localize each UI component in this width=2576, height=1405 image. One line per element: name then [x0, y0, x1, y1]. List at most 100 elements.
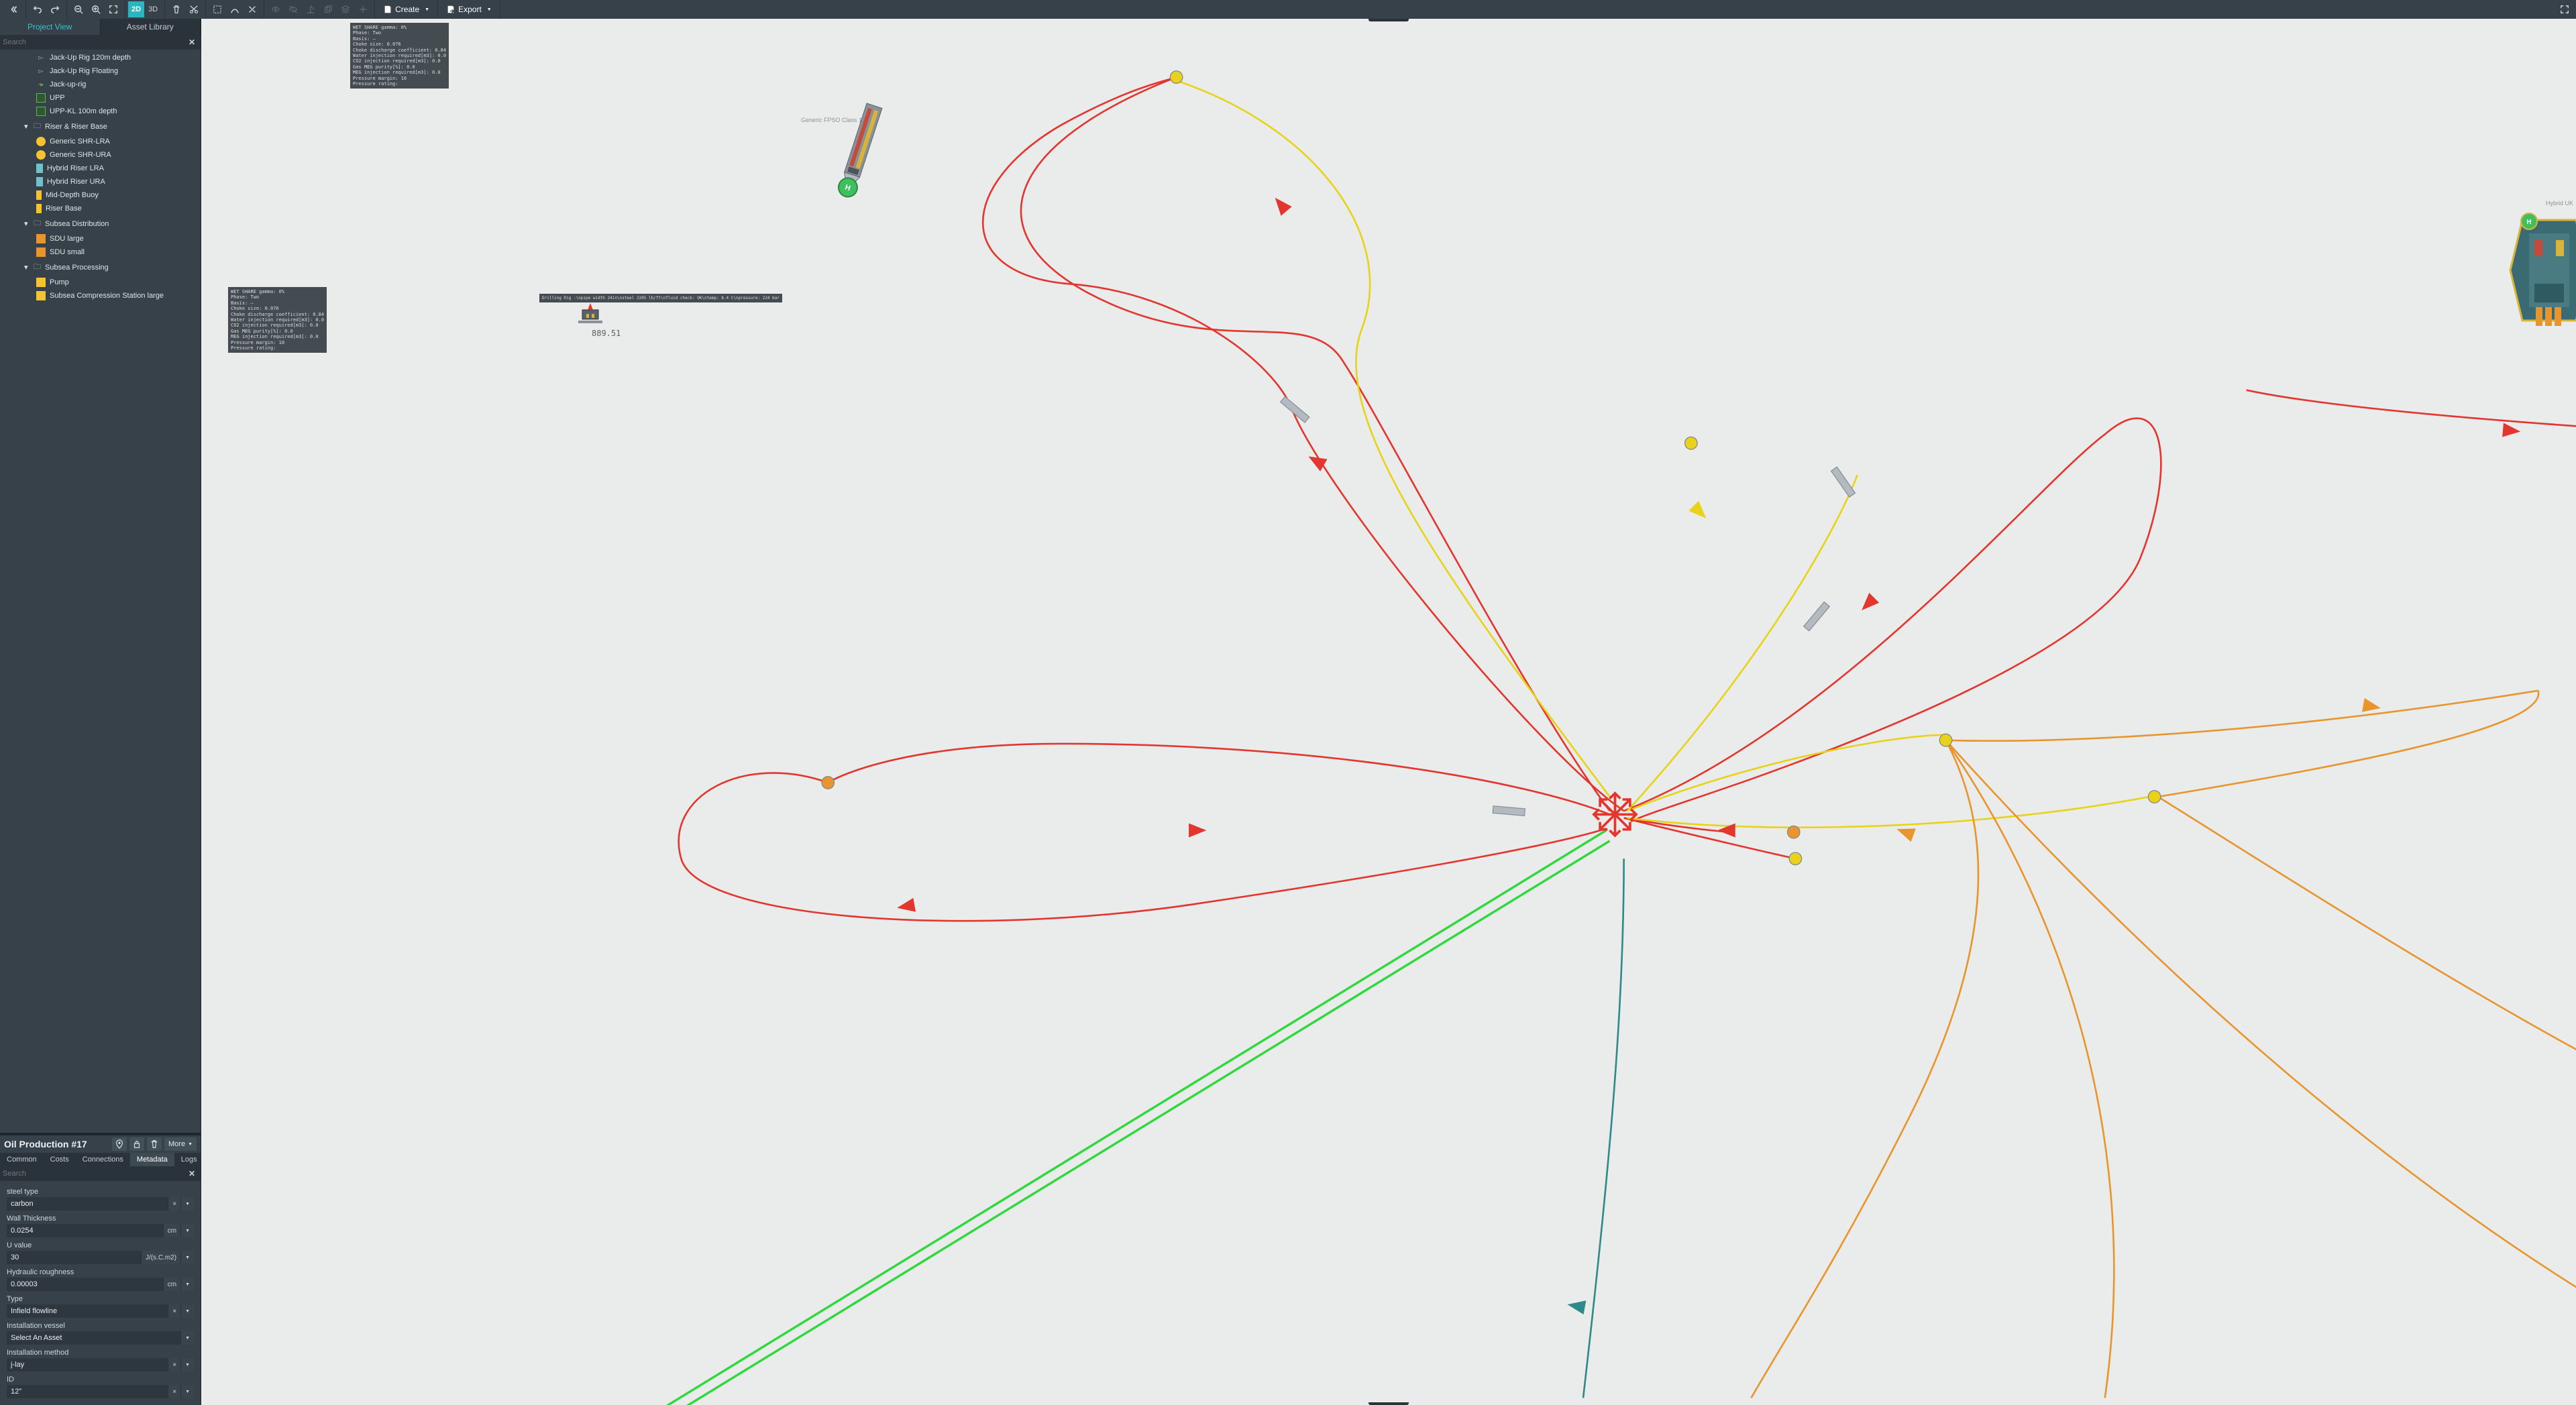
toggle-layers-button[interactable] — [284, 1, 302, 17]
axes-button[interactable] — [302, 1, 319, 17]
tree-item-label: UPP — [50, 94, 65, 102]
view-2d-button[interactable]: 2D — [128, 1, 144, 17]
asset-icon — [36, 150, 46, 160]
draw-line-button[interactable] — [226, 1, 244, 17]
inspector-body: steel type×Wall ThicknesscmU valueJ/(s.C… — [0, 1181, 201, 1405]
field-clear[interactable]: × — [168, 1304, 180, 1318]
asset-tree[interactable]: ▻Jack-Up Rig 120m depth▻Jack-Up Rig Floa… — [0, 50, 201, 1133]
inspector-more-dropdown[interactable]: More — [164, 1137, 197, 1151]
field-unit[interactable]: cm — [163, 1278, 180, 1291]
tree-item[interactable]: Pump — [0, 276, 201, 289]
tab-project-view[interactable]: Project View — [0, 19, 101, 35]
tree-folder[interactable]: ▾🗀Subsea Processing — [0, 259, 201, 276]
field-dropdown[interactable] — [180, 1224, 194, 1237]
tree-item[interactable]: Generic SHR-URA — [0, 148, 201, 162]
toggle-visibility-button[interactable] — [267, 1, 284, 17]
tree-item[interactable]: Riser Base — [0, 202, 201, 215]
stack-button[interactable] — [337, 1, 354, 17]
field-input[interactable] — [7, 1224, 163, 1237]
inspector-tab-costs[interactable]: Costs — [44, 1153, 76, 1166]
tree-item[interactable]: SDU small — [0, 245, 201, 259]
canvas[interactable]: WET SHARE gamma: 0% Phase: Two Basis: — … — [201, 19, 2576, 1405]
field-dropdown[interactable] — [180, 1331, 194, 1345]
tab-asset-library[interactable]: Asset Library — [101, 19, 201, 35]
inspector-delete-button[interactable] — [147, 1137, 162, 1151]
tree-item[interactable]: UPP — [0, 91, 201, 105]
select-button[interactable] — [209, 1, 226, 17]
field-label: ID — [7, 1375, 194, 1384]
field-input[interactable] — [7, 1358, 168, 1371]
zoom-out-button[interactable] — [70, 1, 87, 17]
field-input[interactable] — [7, 1304, 168, 1318]
tree-item[interactable]: Subsea Compression Station large — [0, 289, 201, 302]
field-input[interactable] — [7, 1251, 141, 1264]
field-unit[interactable]: cm — [163, 1224, 180, 1237]
field-row: × — [7, 1385, 194, 1398]
tree-item[interactable]: Mid-Depth Buoy — [0, 188, 201, 202]
manifold-asset[interactable] — [577, 300, 604, 327]
top-resize-handle[interactable] — [1368, 19, 1409, 21]
delete-button[interactable] — [168, 1, 185, 17]
locate-button[interactable] — [112, 1137, 127, 1151]
inspector-tab-logs[interactable]: Logs — [174, 1153, 204, 1166]
tree-item[interactable]: ▻Jack-Up Rig Floating — [0, 64, 201, 78]
field-input[interactable] — [7, 1385, 168, 1398]
tree-item[interactable]: •▸Jack-up-rig — [0, 78, 201, 91]
field-dropdown[interactable] — [180, 1304, 194, 1318]
fullscreen-button[interactable] — [2556, 1, 2573, 17]
tree-item-label: Generic SHR-LRA — [50, 137, 110, 146]
tree-folder[interactable]: ▾🗀Riser & Riser Base — [0, 118, 201, 135]
field-input[interactable] — [7, 1278, 163, 1291]
field-dropdown[interactable] — [180, 1251, 194, 1264]
tree-item[interactable]: SDU large — [0, 232, 201, 245]
tree-item-label: UPP-KL 100m depth — [50, 107, 117, 115]
undo-button[interactable] — [29, 1, 46, 17]
tree-search: ✕ — [0, 35, 201, 50]
tree-folder[interactable]: ▾🗀Subsea Distribution — [0, 215, 201, 232]
edit-node-button[interactable] — [244, 1, 261, 17]
tree-item[interactable]: Generic SHR-LRA — [0, 135, 201, 148]
field-dropdown[interactable] — [180, 1197, 194, 1211]
tree-item-label: Jack-up-rig — [50, 80, 86, 89]
redo-button[interactable] — [46, 1, 64, 17]
lock-button[interactable] — [129, 1137, 144, 1151]
duplicate-button[interactable] — [319, 1, 337, 17]
cut-button[interactable] — [185, 1, 203, 17]
inspector-tab-connections[interactable]: Connections — [76, 1153, 130, 1166]
tree-item-label: Mid-Depth Buoy — [46, 191, 99, 199]
field-clear[interactable]: × — [168, 1358, 180, 1371]
tree-item[interactable]: Hybrid Riser LRA — [0, 162, 201, 175]
export-dropdown[interactable]: Export — [441, 1, 497, 17]
field-row — [7, 1331, 194, 1345]
field-input[interactable] — [7, 1197, 168, 1211]
tree-item[interactable]: Hybrid Riser URA — [0, 175, 201, 188]
field-dropdown[interactable] — [180, 1358, 194, 1371]
inspector-search-input[interactable] — [3, 1170, 186, 1178]
collapse-sidebar-button[interactable] — [5, 1, 23, 17]
view-3d-button[interactable]: 3D — [144, 1, 162, 17]
field-clear[interactable]: × — [168, 1197, 180, 1211]
field-dropdown[interactable] — [180, 1385, 194, 1398]
tree-search-clear[interactable]: ✕ — [186, 38, 198, 47]
inspector-tab-metadata[interactable]: Metadata — [130, 1153, 174, 1166]
bottom-resize-handle[interactable] — [1368, 1402, 1409, 1405]
field-unit[interactable]: J/(s.C.m2) — [141, 1251, 180, 1264]
tree-item-label: Generic SHR-URA — [50, 151, 111, 159]
tree-item-label: Pump — [50, 278, 69, 286]
tree-search-input[interactable] — [3, 38, 186, 46]
main-area: Project View Asset Library ✕ ▻Jack-Up Ri… — [0, 19, 2576, 1405]
inspector-search-clear[interactable]: ✕ — [186, 1169, 198, 1178]
subsea-platform-asset[interactable]: H — [2509, 207, 2576, 334]
field-clear[interactable]: × — [168, 1385, 180, 1398]
create-dropdown[interactable]: Create — [378, 1, 435, 17]
asset-icon — [36, 247, 46, 257]
inspector-tab-common[interactable]: Common — [0, 1153, 44, 1166]
zoom-in-button[interactable] — [87, 1, 105, 17]
asset-icon — [36, 234, 46, 243]
snap-button[interactable] — [354, 1, 372, 17]
field-input[interactable] — [7, 1331, 180, 1345]
zoom-fit-button[interactable] — [105, 1, 122, 17]
tree-item[interactable]: ▻Jack-Up Rig 120m depth — [0, 51, 201, 64]
tree-item[interactable]: UPP-KL 100m depth — [0, 105, 201, 118]
field-dropdown[interactable] — [180, 1278, 194, 1291]
